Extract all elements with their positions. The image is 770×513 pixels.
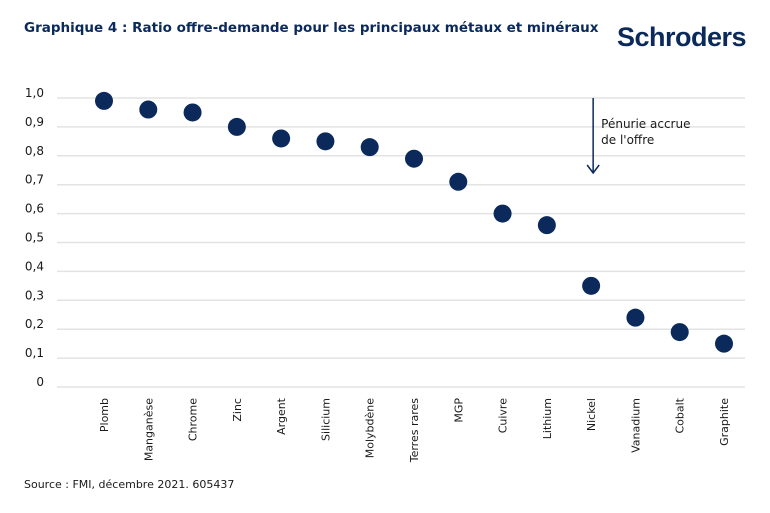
x-category-label: Manganèse	[142, 398, 155, 461]
x-category-label: Plomb	[98, 398, 111, 432]
x-category-label: Chrome	[187, 398, 200, 441]
chart-title: Graphique 4 : Ratio offre-demande pour l…	[24, 20, 599, 36]
y-tick-label: 0,1	[25, 346, 44, 360]
data-point-graphite	[715, 334, 733, 353]
data-point-argent	[272, 129, 291, 148]
data-point-silicium	[316, 132, 335, 151]
x-category-label: Terres rares	[408, 398, 421, 464]
annotation-text: Pénurie accrue	[601, 117, 690, 131]
x-category-label: Cuivre	[497, 398, 510, 433]
data-point-manganèse	[139, 100, 158, 119]
y-tick-label: 0,6	[25, 202, 44, 216]
y-tick-label: 0,2	[25, 317, 44, 331]
x-category-label: Cobalt	[674, 397, 687, 433]
source-note: Source : FMI, décembre 2021. 605437	[24, 478, 235, 491]
x-category-label: Graphite	[718, 398, 731, 446]
data-point-cobalt	[670, 323, 689, 342]
schroders-logo: Schroders	[616, 22, 747, 52]
data-point-lithium	[537, 216, 556, 235]
data-point-molybdène	[360, 138, 379, 157]
data-point-zinc	[227, 117, 246, 136]
data-point-chrome	[183, 103, 202, 122]
x-category-label: Lithium	[541, 398, 554, 439]
arrow-down-icon	[586, 164, 600, 175]
y-tick-label: 0	[36, 375, 44, 389]
data-point-terres-rares	[405, 149, 423, 168]
y-tick-label: 0,5	[25, 231, 44, 245]
y-tick-label: 0,3	[25, 288, 44, 302]
x-category-label: Molybdène	[364, 398, 377, 458]
data-point-mgp	[449, 172, 468, 191]
x-category-label: MGP	[452, 398, 465, 423]
data-point-cuivre	[493, 204, 512, 223]
data-point-plomb	[95, 91, 113, 110]
data-point-vanadium	[626, 308, 645, 327]
y-tick-label: 0,4	[25, 259, 44, 273]
y-tick-label: 0,7	[25, 173, 44, 187]
y-tick-label: 0,8	[25, 144, 44, 158]
annotation-text: de l'offre	[601, 133, 654, 147]
y-tick-label: 1,0	[25, 86, 44, 100]
x-category-label: Argent	[275, 397, 288, 435]
x-category-label: Zinc	[231, 398, 244, 422]
x-category-label: Silicium	[319, 398, 332, 441]
data-point-nickel	[582, 276, 601, 295]
x-category-label: Vanadium	[629, 398, 642, 453]
x-category-label: Nickel	[585, 398, 598, 431]
y-tick-label: 0,9	[25, 115, 44, 129]
